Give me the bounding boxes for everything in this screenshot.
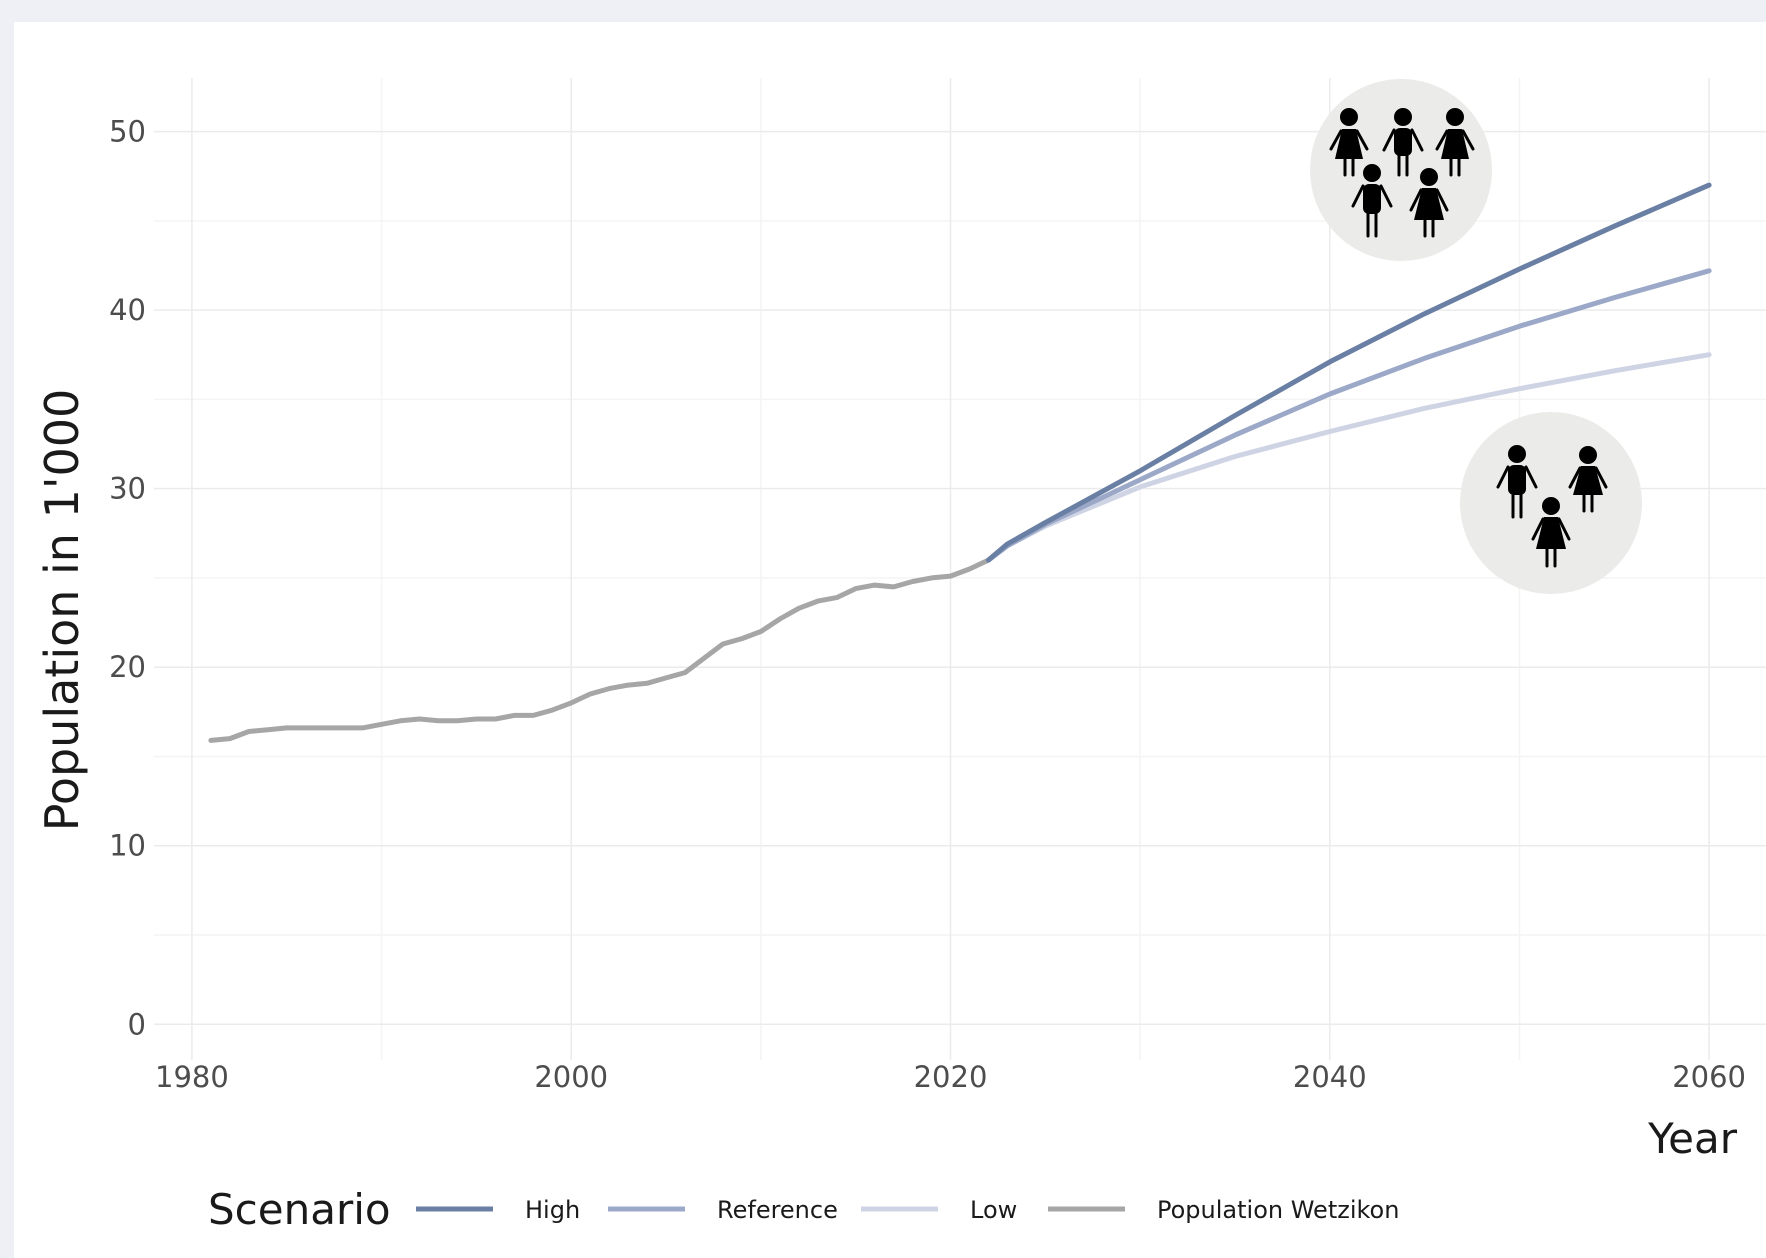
icon-background-circle [1310, 79, 1492, 261]
legend-label-low: Low [970, 1196, 1017, 1224]
y-tick-label: 0 [128, 1007, 146, 1041]
y-tick-label: 20 [109, 650, 146, 684]
legend-title: Scenario [208, 1185, 391, 1234]
legend-item-population-wetzikon: Population Wetzikon [1048, 1196, 1399, 1224]
legend-item-low: Low [861, 1196, 1017, 1224]
x-tick-label: 2000 [534, 1060, 608, 1094]
legend-item-reference: Reference [608, 1196, 838, 1224]
y-axis-ticks: 0 10 20 30 40 50 [109, 115, 146, 1042]
y-tick-label: 30 [109, 472, 146, 506]
person-icon [1351, 164, 1393, 238]
person-icon [1409, 168, 1449, 238]
series-line-population-wetzikon [208, 541, 1010, 743]
series-lines [208, 182, 1712, 743]
x-tick-label: 2060 [1672, 1060, 1746, 1094]
x-axis-ticks: 1980 2000 2020 2040 2060 [155, 1060, 1746, 1094]
series-line-high [985, 182, 1712, 563]
x-axis-title: Year [1647, 1114, 1738, 1163]
legend-item-high: High [416, 1196, 580, 1224]
y-tick-label: 10 [109, 829, 146, 863]
legend-label-high: High [525, 1196, 580, 1224]
legend-label-reference: Reference [717, 1196, 838, 1224]
x-tick-label: 2020 [914, 1060, 988, 1094]
x-tick-label: 1980 [155, 1060, 229, 1094]
y-tick-label: 50 [109, 115, 146, 149]
y-axis-title: Population in 1'000 [35, 389, 89, 832]
person-icon [1435, 108, 1475, 177]
group-of-three-people-icon [1460, 412, 1642, 594]
person-icon [1568, 446, 1608, 513]
legend: Scenario High Reference Low Population W… [208, 1185, 1399, 1234]
y-tick-label: 40 [109, 293, 146, 327]
person-icon [1496, 445, 1538, 519]
legend-label-population-wetzikon: Population Wetzikon [1157, 1196, 1399, 1224]
chart-panel-background [14, 22, 1766, 1258]
person-icon [1531, 497, 1571, 568]
person-icon [1382, 108, 1424, 177]
person-icon [1329, 108, 1369, 177]
group-of-five-people-icon [1310, 79, 1492, 261]
x-tick-label: 2040 [1293, 1060, 1367, 1094]
